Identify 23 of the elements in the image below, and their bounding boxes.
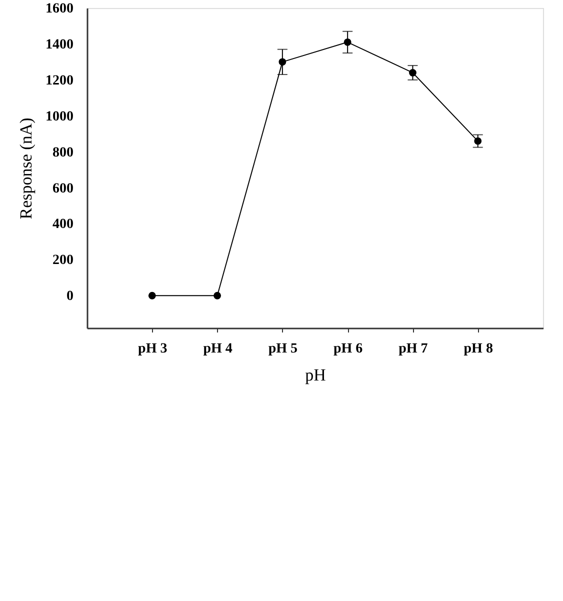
- y-tick-label: 600: [52, 181, 74, 196]
- point: [278, 58, 286, 66]
- y-tick-label: 1400: [46, 37, 74, 52]
- y-tick-label: 0: [66, 289, 74, 304]
- point: [409, 69, 416, 76]
- x-tick-label: pH 6: [333, 342, 363, 356]
- x-tick-label: pH 8: [464, 342, 493, 356]
- y-tick-label: 400: [52, 217, 74, 232]
- point: [344, 38, 352, 46]
- point: [148, 292, 156, 300]
- x-tick-label: pH 5: [268, 342, 298, 356]
- x-tick-label: pH 7: [398, 342, 428, 356]
- y-tick-label: 200: [52, 253, 74, 268]
- y-tick-label: 1000: [46, 109, 74, 124]
- point: [474, 137, 482, 145]
- x-tick-label: pH 3: [138, 342, 168, 356]
- y-axis-title: Response (nA): [16, 118, 36, 220]
- point: [214, 292, 221, 300]
- y-tick-label: 1600: [46, 2, 74, 16]
- x-axis-title: pH: [305, 366, 326, 384]
- x-tick-label: pH 4: [203, 342, 232, 356]
- y-tick-label: 800: [52, 145, 74, 160]
- y-tick-label: 1200: [46, 73, 74, 88]
